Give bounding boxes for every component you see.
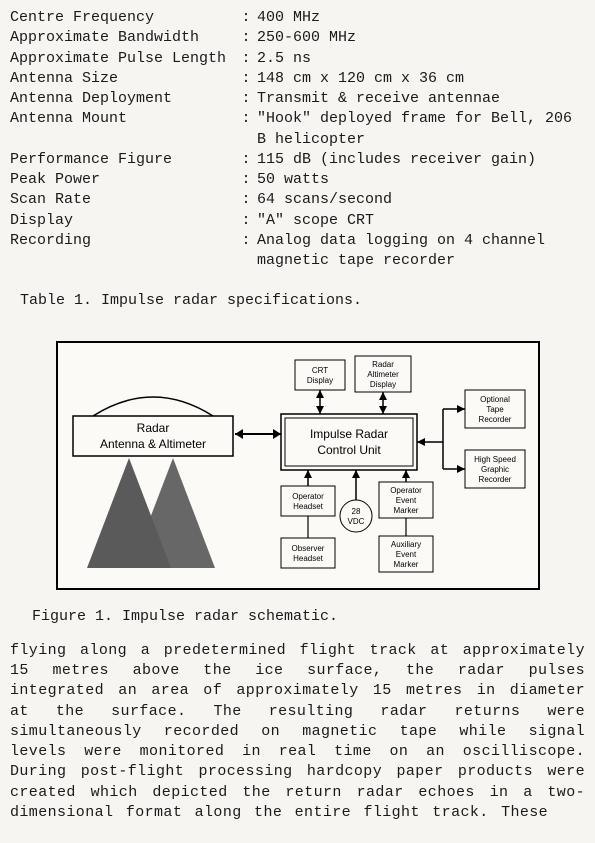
svg-text:Antenna & Altimeter: Antenna & Altimeter — [99, 437, 205, 451]
svg-text:Event: Event — [395, 496, 416, 505]
spec-label: Centre Frequency — [10, 8, 235, 28]
spec-value: "A" scope CRT — [257, 211, 585, 231]
svg-text:CRT: CRT — [311, 366, 327, 375]
svg-text:Marker: Marker — [393, 506, 418, 515]
svg-text:28: 28 — [351, 507, 360, 516]
svg-text:Marker: Marker — [393, 560, 418, 569]
spec-label: Approximate Bandwidth — [10, 28, 235, 48]
spec-label: Peak Power — [10, 170, 235, 190]
svg-text:Recorder: Recorder — [478, 475, 511, 484]
spec-value: Transmit & receive antennae — [257, 89, 585, 109]
svg-text:Headset: Headset — [293, 554, 324, 563]
spec-row: Peak Power : 50 watts — [10, 170, 585, 190]
spec-value: 250-600 MHz — [257, 28, 585, 48]
spec-row: Recording : Analog data logging on 4 cha… — [10, 231, 585, 272]
spec-row: Antenna Size : 148 cm x 120 cm x 36 cm — [10, 69, 585, 89]
spec-row: Antenna Mount : "Hook" deployed frame fo… — [10, 109, 585, 150]
spec-label: Display — [10, 211, 235, 231]
spec-value: 50 watts — [257, 170, 585, 190]
spec-value: 400 MHz — [257, 8, 585, 28]
specifications-table: Centre Frequency : 400 MHz Approximate B… — [10, 8, 585, 271]
svg-text:Operator: Operator — [292, 492, 324, 501]
svg-text:Tape: Tape — [486, 405, 504, 414]
spec-label: Antenna Deployment — [10, 89, 235, 109]
svg-text:Auxiliary: Auxiliary — [390, 540, 420, 549]
spec-value: "Hook" deployed frame for Bell, 206 B he… — [257, 109, 585, 150]
svg-text:Operator: Operator — [390, 486, 422, 495]
figure-caption: Figure 1. Impulse radar schematic. — [32, 607, 585, 627]
spec-label: Performance Figure — [10, 150, 235, 170]
svg-text:Radar: Radar — [372, 360, 394, 369]
svg-text:Altimeter: Altimeter — [367, 370, 399, 379]
table-caption: Table 1. Impulse radar specifications. — [20, 291, 585, 311]
spec-row: Antenna Deployment : Transmit & receive … — [10, 89, 585, 109]
spec-label: Antenna Size — [10, 69, 235, 89]
spec-label: Recording — [10, 231, 235, 272]
spec-value: 64 scans/second — [257, 190, 585, 210]
spec-label: Approximate Pulse Length — [10, 49, 235, 69]
svg-text:Recorder: Recorder — [478, 415, 511, 424]
spec-value: 2.5 ns — [257, 49, 585, 69]
spec-value: 148 cm x 120 cm x 36 cm — [257, 69, 585, 89]
svg-text:Optional: Optional — [480, 395, 510, 404]
figure-schematic: Radar Antenna & Altimeter Impulse Radar … — [10, 338, 585, 593]
spec-row: Scan Rate : 64 scans/second — [10, 190, 585, 210]
svg-text:Impulse Radar: Impulse Radar — [309, 427, 387, 441]
svg-text:Display: Display — [306, 376, 332, 385]
svg-text:Graphic: Graphic — [480, 465, 508, 474]
svg-text:Radar: Radar — [136, 421, 169, 435]
spec-value: Analog data logging on 4 channel magneti… — [257, 231, 585, 272]
spec-row: Centre Frequency : 400 MHz — [10, 8, 585, 28]
spec-label: Scan Rate — [10, 190, 235, 210]
body-paragraph: flying along a predetermined flight trac… — [10, 641, 585, 823]
svg-text:Display: Display — [369, 380, 395, 389]
spec-row: Display : "A" scope CRT — [10, 211, 585, 231]
svg-text:Observer: Observer — [291, 544, 324, 553]
radar-schematic-svg: Radar Antenna & Altimeter Impulse Radar … — [53, 338, 543, 593]
spec-row: Approximate Pulse Length : 2.5 ns — [10, 49, 585, 69]
svg-text:High Speed: High Speed — [474, 455, 516, 464]
spec-label: Antenna Mount — [10, 109, 235, 150]
spec-row: Performance Figure : 115 dB (includes re… — [10, 150, 585, 170]
svg-text:VDC: VDC — [347, 517, 364, 526]
svg-text:Event: Event — [395, 550, 416, 559]
spec-row: Approximate Bandwidth : 250-600 MHz — [10, 28, 585, 48]
spec-value: 115 dB (includes receiver gain) — [257, 150, 585, 170]
svg-text:Control Unit: Control Unit — [317, 443, 381, 457]
svg-text:Headset: Headset — [293, 502, 324, 511]
